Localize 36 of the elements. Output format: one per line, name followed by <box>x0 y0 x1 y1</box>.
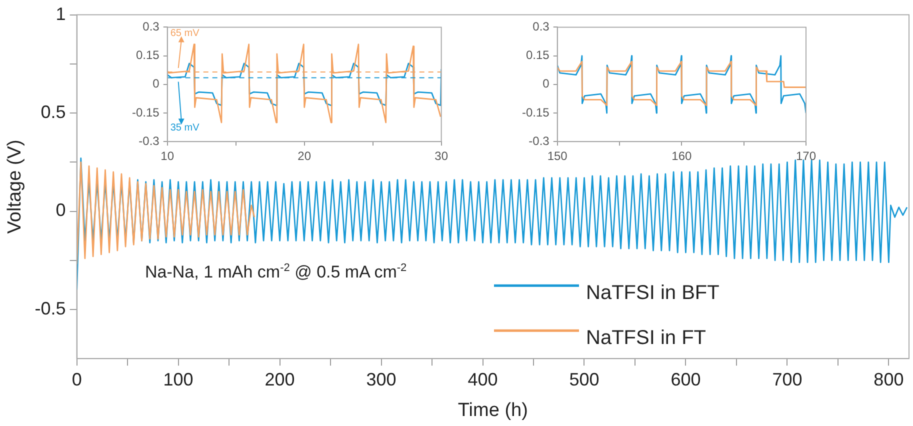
x-tick-label: 400 <box>468 369 498 390</box>
x-tick-label: 30 <box>434 149 448 164</box>
x-tick-label: 160 <box>672 149 692 164</box>
ref-line-label: 65 mV <box>170 28 200 39</box>
y-tick-label: 0.3 <box>142 20 160 34</box>
legend-label: 35 mV <box>170 122 200 134</box>
y-tick-label: 0.15 <box>136 48 160 62</box>
x-tick-label: 100 <box>163 369 194 390</box>
y-tick-label: -0.15 <box>522 105 550 120</box>
legend-label: NaTFSI in FT <box>586 327 706 350</box>
x-tick-label: 170 <box>796 149 816 164</box>
x-tick-label: 200 <box>264 369 295 390</box>
x-tick-label: 10 <box>160 149 174 164</box>
y-tick-label: 0 <box>152 76 160 91</box>
y-tick-label: -0.3 <box>528 134 550 148</box>
annotation: Na-Na, 1 mAh cm$^{-2}$ @ 0.5 mA cm$^{-2}$ <box>145 262 407 283</box>
y-tick-label: 0 <box>542 76 550 91</box>
x-tick-label: 700 <box>772 369 802 390</box>
y-tick-label: 1 <box>56 4 66 24</box>
legend-label: NaTFSI in BFT <box>586 282 720 304</box>
y-axis-title: Voltage (V) <box>4 140 26 234</box>
y-tick-label: 0.3 <box>532 20 550 34</box>
x-tick-label: 150 <box>547 149 568 164</box>
x-tick-label: 300 <box>366 369 396 390</box>
x-tick-label: 500 <box>569 369 600 390</box>
x-axis-title: Time (h) <box>458 400 528 421</box>
y-tick-label: 0.5 <box>40 102 66 122</box>
y-tick-label: -0.5 <box>34 298 66 318</box>
x-tick-label: 20 <box>298 149 312 164</box>
x-tick-label: 600 <box>670 369 701 390</box>
y-tick-label: 0.15 <box>526 48 550 62</box>
y-tick-label: -0.3 <box>138 134 160 148</box>
x-tick-label: 800 <box>874 369 904 390</box>
y-tick-label: -0.15 <box>132 105 160 120</box>
y-tick-label: 0 <box>56 200 66 220</box>
x-tick-label: 0 <box>72 369 82 390</box>
